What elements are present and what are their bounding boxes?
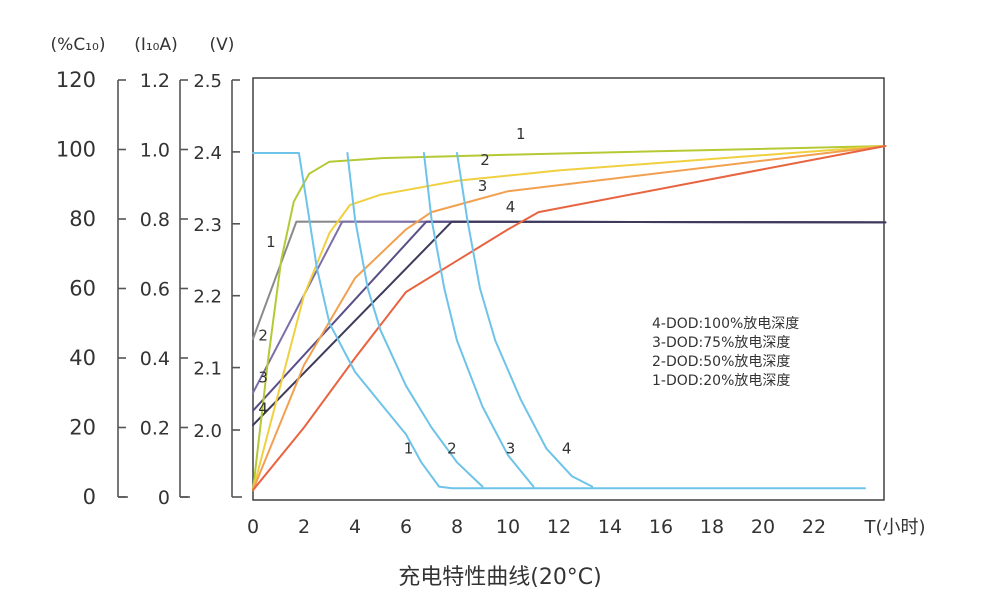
- x-tick-label: 18: [700, 516, 724, 538]
- legend-entry: 2-DOD:50%放电深度: [652, 354, 790, 370]
- curve-label: 3: [506, 440, 516, 458]
- current-tick-label: 0.6: [140, 279, 170, 301]
- current-tick-label: 1.0: [140, 140, 170, 162]
- x-tick-label: 8: [451, 516, 463, 538]
- capacity-tick-label: 20: [69, 416, 96, 440]
- voltage-tick-label: 2.5: [193, 71, 222, 92]
- x-tick-label: 20: [751, 516, 775, 538]
- current-axis-unit: (I₁₀A): [134, 35, 178, 55]
- capacity-tick-label: 120: [56, 68, 96, 92]
- curve-label: 4: [258, 400, 268, 418]
- chart-title: 充电特性曲线(20°C): [398, 565, 602, 590]
- x-tick-label: 16: [649, 516, 673, 538]
- voltage-tick-label: 2.2: [193, 287, 222, 308]
- curve-label: 4: [506, 198, 516, 216]
- voltage-axis-unit: (V): [210, 35, 235, 55]
- capacity-tick-label: 0: [83, 485, 96, 509]
- x-tick-label: 10: [496, 516, 520, 538]
- curve-label: 3: [258, 368, 268, 386]
- x-tick-label: 12: [547, 516, 571, 538]
- x-tick-label: 6: [400, 516, 412, 538]
- capacity-series-4: [252, 145, 887, 492]
- voltage-tick-label: 2.1: [193, 359, 222, 380]
- voltage-series-4: [252, 220, 887, 427]
- legend-entry: 4-DOD:100%放电深度: [652, 316, 799, 332]
- x-tick-label: 0: [247, 516, 259, 538]
- capacity-series-1: [252, 145, 887, 492]
- x-axis-label: T(小时): [863, 517, 925, 538]
- x-tick-label: 14: [598, 516, 622, 538]
- plot-frame: [252, 77, 885, 501]
- x-tick-label: 4: [349, 516, 361, 538]
- series-group: [252, 145, 887, 492]
- capacity-tick-label: 60: [69, 277, 96, 301]
- capacity-tick-label: 100: [56, 138, 96, 162]
- axes-group: (%C₁₀)020406080100120(I₁₀A)00.20.40.60.8…: [51, 35, 926, 590]
- curve-label: 1: [266, 233, 276, 251]
- capacity-tick-label: 80: [69, 207, 96, 231]
- capacity-series-2: [252, 145, 887, 492]
- curve-label: 2: [258, 327, 268, 345]
- current-series-1: [252, 152, 866, 490]
- capacity-series-3: [252, 145, 887, 492]
- current-series-2: [346, 152, 484, 488]
- current-series-4: [456, 152, 594, 488]
- current-tick-label: 0.2: [140, 418, 170, 440]
- curve-label: 4: [562, 440, 572, 458]
- current-tick-label: 0: [158, 487, 170, 509]
- current-tick-label: 0.8: [140, 209, 170, 231]
- curve-label: 2: [480, 151, 490, 169]
- voltage-tick-label: 2.4: [193, 143, 222, 164]
- current-tick-label: 1.2: [140, 70, 170, 92]
- voltage-tick-label: 2.0: [193, 421, 222, 442]
- voltage-tick-label: 2.3: [193, 215, 222, 236]
- current-tick-label: 0.4: [140, 348, 170, 370]
- legend-entry: 1-DOD:20%放电深度: [652, 373, 790, 389]
- curve-label: 2: [447, 440, 457, 458]
- x-tick-label: 22: [802, 516, 826, 538]
- x-tick-label: 2: [298, 516, 310, 538]
- curve-label: 1: [404, 440, 414, 458]
- legend-entry: 3-DOD:75%放电深度: [652, 335, 790, 351]
- capacity-axis-unit: (%C₁₀): [51, 35, 106, 55]
- capacity-tick-label: 40: [69, 346, 96, 370]
- curve-label: 1: [516, 125, 526, 143]
- current-series-3: [422, 152, 535, 488]
- curve-label: 3: [478, 177, 488, 195]
